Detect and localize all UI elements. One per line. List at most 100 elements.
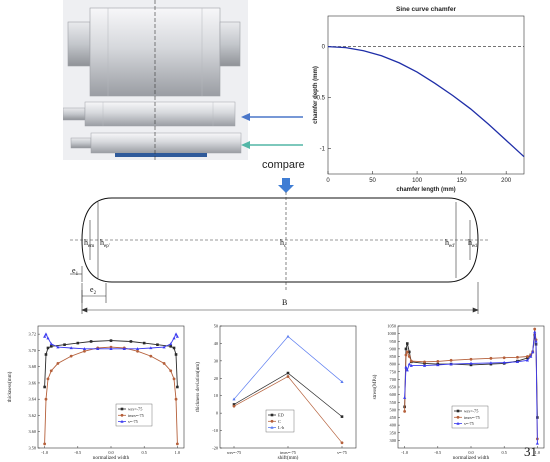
- data-point: [69, 346, 73, 350]
- data-point: [44, 397, 48, 401]
- data-point: [405, 342, 409, 345]
- data-point: [489, 356, 493, 360]
- data-point: [502, 360, 506, 364]
- series-line-chamfer: [327, 45, 525, 158]
- data-point: [174, 353, 178, 356]
- data-point: [405, 368, 409, 372]
- data-point: [49, 369, 53, 373]
- x-axis-label: chamfer length (mm): [396, 187, 455, 193]
- data-point: [232, 404, 236, 408]
- y-axis-label: thickness(mm): [6, 371, 13, 402]
- data-point: [403, 410, 407, 413]
- data-point: [515, 360, 520, 364]
- x-tick-label: 1.0: [535, 450, 540, 455]
- data-point: [516, 355, 519, 359]
- legend-entry: imrs=-75: [128, 413, 144, 418]
- y-tick-label: 3.62: [28, 413, 36, 418]
- y-tick-label: 400: [390, 423, 396, 428]
- y-tick-label: 30: [214, 358, 218, 363]
- data-point: [286, 334, 290, 338]
- x-tick-label: 0.5: [501, 450, 506, 455]
- x-tick-label: 0.5: [141, 450, 146, 455]
- y-tick-label: 300: [390, 438, 396, 443]
- y-tick-label: 3.72: [28, 332, 36, 337]
- y-tick-label: 20: [214, 376, 218, 381]
- y-tick-label: 450: [390, 415, 396, 420]
- stress-chart: normalized width stress(MPa) -1.0 -0.5 0.0…: [371, 324, 545, 461]
- data-point: [63, 343, 66, 347]
- data-point: [232, 397, 236, 401]
- y-tick-label: 50: [214, 324, 218, 329]
- data-point: [529, 354, 533, 358]
- x-tick-label: -0.5: [74, 450, 81, 455]
- data-point: [526, 355, 529, 358]
- data-point: [149, 354, 153, 358]
- data-point: [175, 442, 179, 446]
- data-point: [142, 341, 146, 345]
- work-roll-upper: [63, 101, 236, 127]
- legend-marker: [270, 413, 274, 417]
- data-point: [469, 363, 473, 367]
- data-point: [172, 346, 176, 350]
- x-tick-label: wrs=-75: [227, 450, 241, 455]
- x-tick-label: -1.0: [401, 450, 408, 455]
- data-point: [436, 359, 440, 363]
- y-tick-label: 900: [390, 346, 396, 351]
- data-point: [169, 345, 173, 348]
- x-axis-label: normalized width: [93, 455, 130, 461]
- data-point: [489, 361, 493, 365]
- data-point: [162, 345, 166, 349]
- y-tick-label: 3.66: [28, 380, 36, 385]
- data-point: [534, 339, 538, 343]
- data-point: [149, 346, 153, 350]
- y-tick-label: 3.60: [28, 429, 36, 434]
- y-tick-label: 600: [390, 392, 396, 397]
- data-point: [169, 342, 173, 346]
- data-point: [469, 357, 473, 361]
- data-point: [423, 360, 426, 364]
- data-point: [49, 345, 53, 348]
- backup-roll: [67, 7, 241, 97]
- y-tick-label: -10: [212, 428, 218, 433]
- y-tick-label: 350: [390, 430, 396, 435]
- data-point: [46, 336, 50, 340]
- label-hep: hep': [100, 238, 110, 249]
- legend-entry: imrs=-75: [464, 415, 480, 420]
- label-hee: hed: [468, 238, 477, 249]
- data-point: [340, 380, 344, 383]
- label-hem: hem: [84, 238, 94, 249]
- x-tick-label: -1.0: [41, 450, 48, 455]
- data-point: [43, 334, 47, 338]
- data-point: [56, 345, 60, 349]
- y-tick-label: 0: [322, 45, 326, 51]
- data-point: [404, 353, 408, 357]
- y-tick-label: 550: [390, 400, 396, 405]
- data-point: [122, 347, 126, 350]
- data-point: [174, 332, 178, 336]
- y-tick-label: 3.68: [28, 364, 36, 369]
- label-hc: hc: [280, 238, 287, 249]
- legend-marker: [456, 415, 460, 419]
- arrows-to-rolls: [241, 113, 303, 149]
- data-point: [109, 339, 113, 342]
- y-axis-label: stress(MPa): [371, 374, 378, 399]
- data-point: [162, 362, 166, 365]
- legend-marker: [120, 407, 124, 411]
- data-point: [44, 332, 48, 336]
- data-point: [489, 362, 493, 366]
- data-point: [449, 358, 453, 362]
- y-tick-label: 3.58: [28, 446, 36, 451]
- x-tick-label: 0: [326, 178, 330, 184]
- data-point: [436, 363, 440, 367]
- y-tick-label: -1: [320, 147, 326, 153]
- data-point: [172, 377, 176, 381]
- arrow-upper: [241, 113, 303, 121]
- roll-stand-illustration: [63, 0, 248, 160]
- data-point: [533, 330, 537, 334]
- y-tick-label: 650: [390, 385, 396, 390]
- data-point: [407, 362, 411, 366]
- y-tick-label: 3.64: [28, 397, 36, 402]
